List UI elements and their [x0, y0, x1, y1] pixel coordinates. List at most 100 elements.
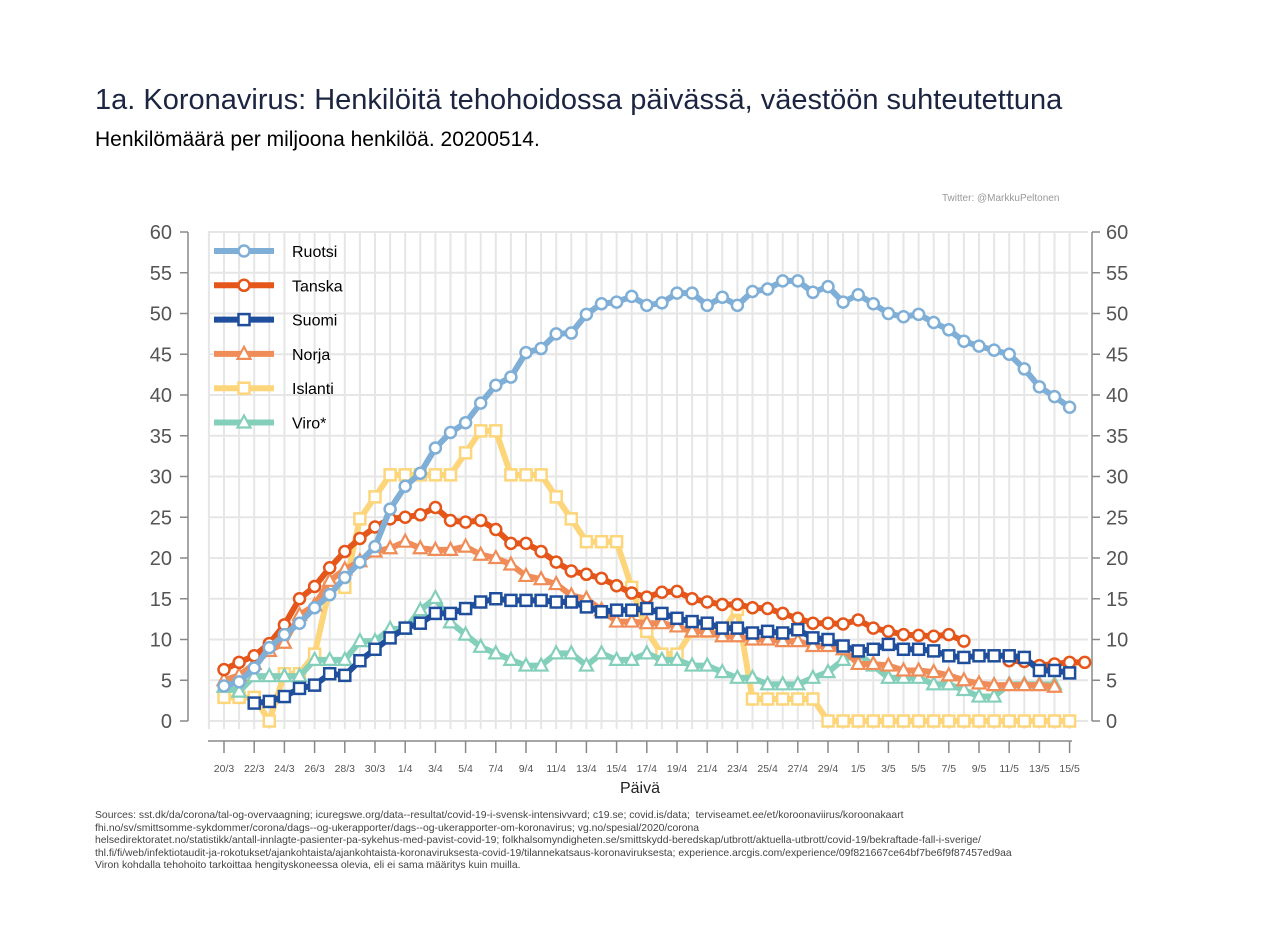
data-point-norja: [638, 613, 656, 630]
data-point-islanti: [489, 424, 503, 438]
data-point-islanti: [473, 424, 488, 438]
data-point-tanska: [881, 624, 896, 639]
data-point-tanska: [806, 616, 820, 630]
data-point-islanti: [851, 714, 865, 728]
data-point-ruotsi: [534, 341, 548, 356]
data-point-suomi: [685, 614, 699, 629]
data-point-ruotsi: [262, 640, 277, 655]
data-point-tanska: [338, 544, 352, 559]
data-point-ruotsi: [383, 502, 397, 516]
data-point-islanti: [217, 690, 231, 705]
data-point-norja: [774, 631, 792, 648]
data-point-ruotsi: [821, 279, 835, 294]
x-tick-label: 20/3: [214, 763, 235, 775]
x-tick-label: 15/5: [1059, 763, 1080, 775]
data-point-ruotsi: [866, 296, 881, 311]
chart-subtitle: Henkilömäärä per miljoona henkilöä. 2020…: [95, 128, 540, 151]
data-point-norja: [759, 630, 776, 646]
data-point-suomi: [836, 639, 850, 653]
data-point-viro: [819, 662, 837, 679]
data-point-suomi: [262, 694, 277, 709]
data-point-tanska: [700, 595, 714, 609]
data-point-norja: [985, 675, 1003, 692]
data-point-islanti: [534, 468, 548, 482]
x-tick-label: 7/5: [941, 763, 956, 775]
y-tick-label: 10: [150, 630, 172, 652]
data-point-viro: [623, 650, 641, 666]
data-point-norja: [411, 538, 429, 555]
data-point-viro: [713, 662, 731, 679]
data-point-ruotsi: [247, 661, 261, 675]
data-point-ruotsi: [322, 587, 337, 602]
data-point-tanska: [942, 627, 956, 642]
data-point-suomi: [791, 622, 805, 637]
data-point-norja: [502, 555, 520, 571]
data-point-viro: [744, 668, 761, 684]
data-point-tanska: [307, 579, 322, 594]
data-point-viro: [955, 680, 973, 697]
y-tick-label-right: 25: [1106, 507, 1128, 529]
y-tick-label: 20: [150, 548, 172, 570]
data-point-suomi: [942, 649, 956, 663]
data-point-norja: [940, 666, 958, 682]
data-point-viro: [276, 666, 293, 683]
data-point-suomi: [775, 626, 790, 640]
data-point-suomi: [594, 605, 609, 619]
data-point-ruotsi: [443, 425, 458, 440]
data-point-suomi: [655, 606, 669, 621]
x-tick-label: 13/5: [1029, 763, 1050, 775]
y-tick-label: 0: [161, 711, 172, 733]
data-point-suomi: [609, 603, 624, 617]
data-point-tanska: [760, 601, 775, 616]
data-point-islanti: [806, 692, 820, 706]
data-point-norja: [698, 622, 716, 638]
data-point-tanska: [624, 586, 639, 600]
data-point-islanti: [549, 490, 563, 504]
y-tick-label-right: 0: [1106, 711, 1117, 733]
legend-marker: [237, 312, 251, 327]
data-point-suomi: [247, 696, 261, 710]
data-point-suomi: [881, 637, 896, 652]
data-point-ruotsi: [806, 285, 820, 300]
data-point-viro: [970, 687, 988, 703]
data-point-ruotsi: [987, 343, 1001, 357]
data-point-norja: [804, 636, 822, 653]
data-point-ruotsi: [564, 326, 579, 340]
data-point-tanska: [609, 578, 624, 593]
legend-marker: [237, 278, 251, 293]
data-point-norja: [442, 540, 459, 556]
data-point-viro: [774, 675, 792, 691]
data-point-norja: [910, 661, 927, 677]
data-point-suomi: [564, 595, 579, 609]
x-tick-label: 3/4: [428, 763, 443, 775]
data-point-ruotsi: [1047, 389, 1062, 404]
x-tick-label: 17/4: [637, 763, 658, 775]
data-point-norja: [668, 617, 686, 633]
data-point-suomi: [670, 611, 684, 626]
data-point-tanska: [217, 662, 231, 677]
data-point-islanti: [458, 446, 473, 460]
data-point-islanti: [745, 692, 760, 706]
y-tick-label-right: 20: [1106, 548, 1128, 570]
data-point-islanti: [609, 534, 624, 549]
data-point-ruotsi: [368, 539, 382, 554]
data-point-norja: [427, 540, 444, 556]
data-point-ruotsi: [640, 298, 654, 313]
data-point-ruotsi: [579, 307, 594, 322]
data-point-islanti: [791, 692, 805, 706]
data-point-viro: [804, 668, 822, 684]
data-point-ruotsi: [670, 286, 684, 300]
x-tick-label: 29/4: [818, 763, 839, 775]
y-tick-label-right: 35: [1106, 426, 1128, 448]
data-point-tanska: [655, 585, 669, 599]
data-point-islanti: [1062, 714, 1077, 728]
data-point-viro: [895, 668, 912, 684]
data-point-islanti: [881, 714, 896, 728]
data-point-suomi: [896, 642, 911, 657]
data-point-ruotsi: [232, 675, 246, 689]
data-point-ruotsi: [715, 290, 730, 304]
data-point-tanska: [504, 536, 518, 551]
data-point-ruotsi: [1062, 400, 1077, 414]
data-point-viro: [306, 650, 323, 666]
data-point-norja: [970, 674, 988, 690]
